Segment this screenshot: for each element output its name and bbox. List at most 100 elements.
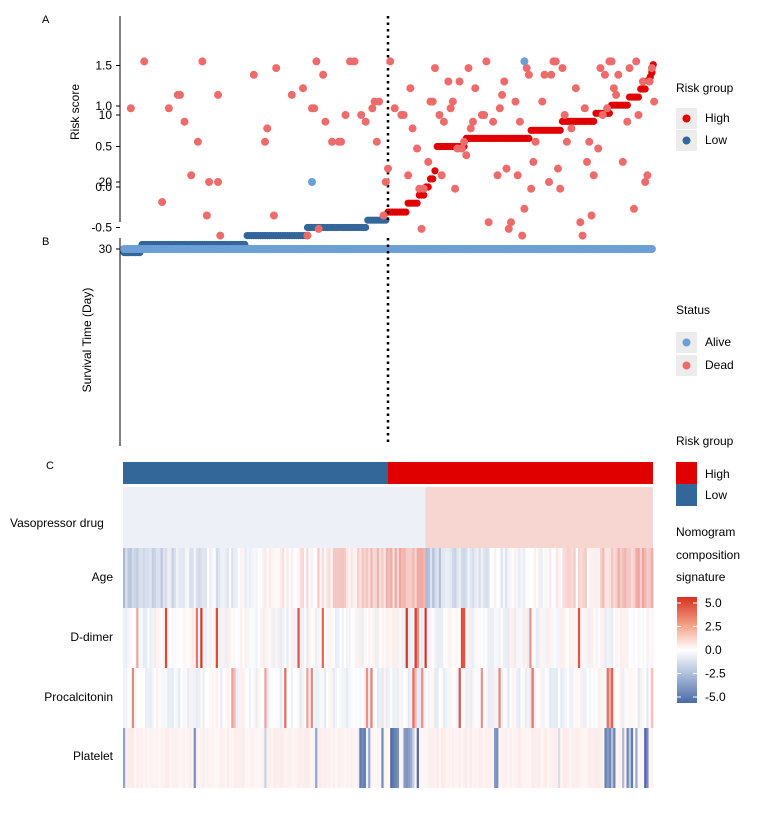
heatmap-cell [551, 728, 555, 788]
survival-point-alive [520, 57, 529, 66]
heatmap-cell [571, 608, 574, 668]
heatmap-cell [500, 608, 504, 668]
heatmap-cell [438, 668, 442, 728]
heatmap-cell [315, 608, 318, 668]
heatmap-cell [577, 608, 581, 668]
heatmap-cell [242, 668, 245, 728]
heatmap-cell [580, 668, 583, 728]
heatmap-cell [251, 548, 254, 608]
heatmap-cell [180, 668, 184, 728]
heatmap-cell [547, 668, 550, 728]
heatmap-cell [231, 548, 234, 608]
heatmap-cell [520, 728, 524, 788]
heatmap-cell [600, 548, 603, 608]
survival-point-dead [553, 164, 562, 173]
heatmap-cell [368, 608, 371, 668]
heatmap-cell [275, 548, 278, 608]
heatmap-cell [496, 608, 499, 668]
heatmap-cell [509, 668, 513, 728]
heatmap-cell [306, 728, 309, 788]
survival-point-dead [647, 64, 656, 73]
heatmap-cell [454, 548, 457, 608]
heatmap-cell [326, 728, 329, 788]
heatmap-cell [171, 548, 175, 608]
heatmap-cell [255, 668, 259, 728]
survival-point-dead [562, 137, 571, 146]
heatmap-cell [427, 668, 431, 728]
heatmap-cell [436, 608, 440, 668]
heatmap-cell [403, 608, 407, 668]
heatmap-cell [277, 668, 281, 728]
heatmap-cell [478, 608, 482, 668]
survival-point-dead [634, 111, 643, 119]
heatmap-cell [268, 728, 272, 788]
heatmap-cell [575, 728, 579, 788]
heatmap-cell [332, 728, 336, 788]
survival-point-dead [484, 218, 493, 227]
risk-bar-high [388, 462, 653, 484]
heatmap-cell [138, 728, 142, 788]
heatmap-cell [591, 608, 594, 668]
heatmap-cell [458, 548, 462, 608]
legend-key-high-c [676, 462, 697, 484]
heatmap-cell [213, 608, 217, 668]
heatmap-cell [529, 668, 532, 728]
heatmap-cell [147, 608, 150, 668]
heatmap-cell [635, 728, 638, 788]
heatmap-cell [189, 668, 192, 728]
heatmap-cell [606, 728, 610, 788]
heatmap-cell [167, 668, 170, 728]
heatmap-cell [293, 608, 296, 668]
heatmap-cell [447, 548, 451, 608]
heatmap-cell [513, 728, 517, 788]
heatmap-cell [248, 728, 252, 788]
heatmap-cell [268, 608, 272, 668]
heatmap-cell [215, 548, 219, 608]
heatmap-cell [277, 728, 281, 788]
heatmap-cell [319, 548, 323, 608]
heatmap-cell [425, 608, 429, 668]
heatmap-cell [586, 608, 590, 668]
heatmap-cell [558, 548, 561, 608]
heatmap-cell [297, 548, 301, 608]
heatmap-cell [573, 728, 577, 788]
heatmap-cell [564, 548, 568, 608]
heatmap-cell [522, 728, 526, 788]
survival-point-dead [439, 117, 448, 126]
heatmap-cell [566, 608, 570, 668]
heatmap-cell [527, 668, 530, 728]
heatmap-cell [622, 728, 625, 788]
heatmap-cell [540, 608, 543, 668]
heatmap-cell [542, 668, 546, 728]
heatmap-cell [288, 548, 292, 608]
heatmap-cell [332, 668, 336, 728]
heatmap-cell [597, 668, 601, 728]
heatmap-cell [562, 728, 566, 788]
heatmap-cell [646, 668, 649, 728]
heatmap-cell [379, 608, 382, 668]
heatmap-cell [622, 548, 625, 608]
heatmap-cell [140, 728, 144, 788]
heatmap-cell [343, 548, 347, 608]
heatmap-cell [257, 668, 261, 728]
heatmap-cell [142, 548, 146, 608]
heatmap-cell [458, 668, 462, 728]
heatmap-cell [330, 548, 334, 608]
heatmap-cell [496, 668, 499, 728]
heatmap-cell [255, 728, 259, 788]
heatmap-cell [608, 608, 612, 668]
heatmap-cell [487, 548, 490, 608]
heatmap-cell [370, 728, 373, 788]
survival-point-dead [625, 64, 634, 73]
heatmap-cell [421, 728, 424, 788]
heatmap-cell [381, 728, 384, 788]
heatmap-cell [478, 548, 482, 608]
heatmap-cell [551, 668, 555, 728]
heatmap-cell [350, 668, 354, 728]
heatmap-cell [282, 548, 285, 608]
heatmap-cell [321, 668, 325, 728]
heatmap-cell [142, 728, 146, 788]
heatmap-cell [463, 548, 466, 608]
heatmap-cell [323, 608, 327, 668]
heatmap-cell [575, 548, 579, 608]
